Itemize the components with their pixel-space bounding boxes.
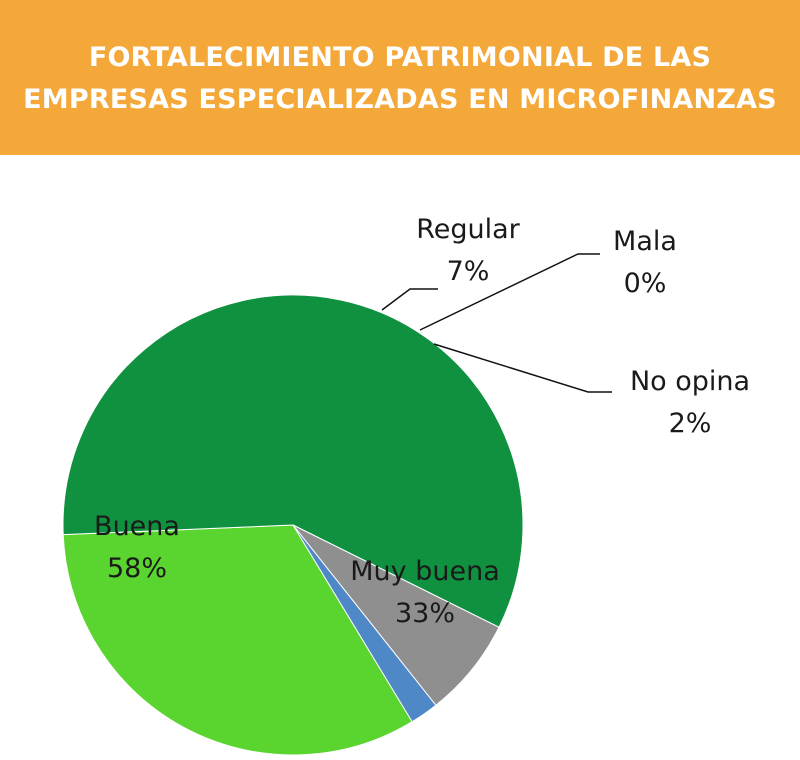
pie-slice-no-opina [292, 524, 437, 723]
slice-labels: Muy buena 33% Buena 58% Regular 7% Mala 0% No op… [94, 214, 750, 629]
pie-slice-regular [292, 524, 500, 706]
slice-label-name-buena: Buena [94, 511, 180, 542]
pie-slices [62, 294, 524, 756]
leader-lines [381, 253, 612, 393]
slice-label-value-no-opina: 2% [669, 408, 712, 439]
title-banner: FORTALECIMIENTO PATRIMONIAL DE LAS EMPRE… [0, 0, 800, 155]
slice-label-value-muy-buena: 33% [395, 598, 455, 629]
leader-line-mala [419, 253, 600, 331]
slice-label-name-muy-buena: Muy buena [350, 556, 500, 587]
pie-slice-muy-buena [62, 524, 413, 756]
slice-label-value-buena: 58% [107, 553, 167, 584]
leader-line-regular [381, 288, 438, 311]
chart-title-line-1: FORTALECIMIENTO PATRIMONIAL DE LAS [88, 41, 712, 73]
slice-label-value-mala: 0% [624, 268, 667, 299]
slice-label-name-no-opina: No opina [630, 366, 750, 397]
pie-slice-buena [62, 294, 524, 628]
leader-line-no-opina [433, 343, 612, 393]
chart-title-line-2: EMPRESAS ESPECIALIZADAS EN MICROFINANZAS [23, 83, 777, 115]
slice-label-name-mala: Mala [613, 226, 677, 257]
slice-label-value-regular: 7% [447, 256, 490, 287]
slice-label-name-regular: Regular [416, 214, 520, 245]
